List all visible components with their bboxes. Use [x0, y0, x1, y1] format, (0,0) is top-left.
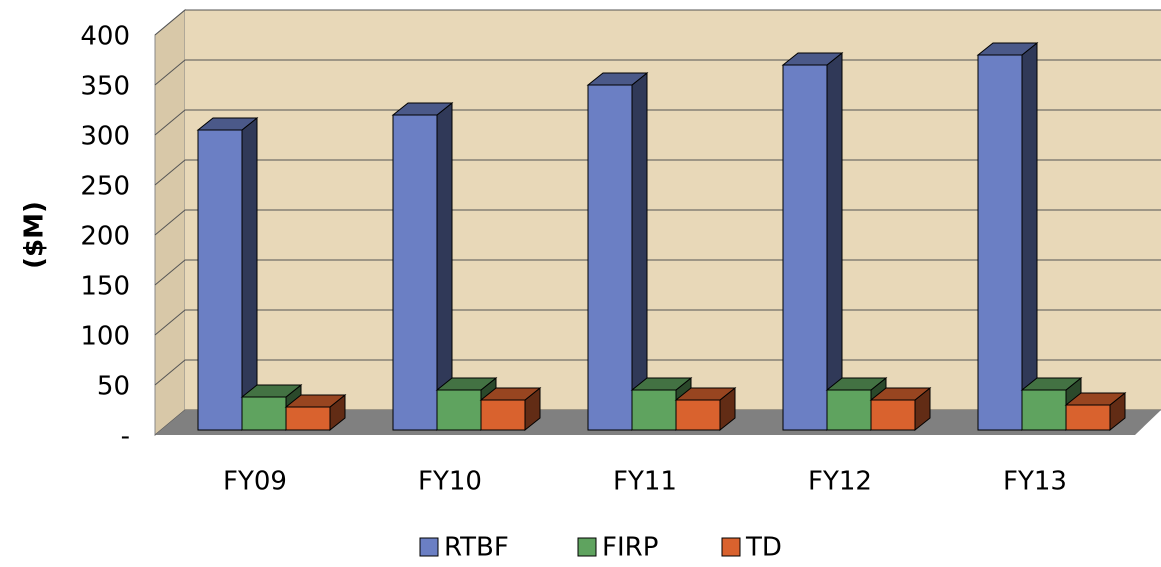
legend-swatch [577, 537, 597, 557]
bar [197, 129, 243, 431]
y-axis-label: ($M) [20, 201, 50, 269]
bar-side [631, 71, 648, 432]
bar [977, 54, 1023, 431]
x-tick-label: FY11 [613, 467, 677, 497]
bar [870, 399, 916, 431]
bar-side [241, 116, 258, 432]
y-tick-label: 200 [80, 222, 130, 252]
y-tick-label: 300 [80, 122, 130, 152]
y-tick-label: 400 [80, 22, 130, 52]
grid-line [154, 9, 1161, 36]
bar [392, 114, 438, 431]
bar-side [826, 51, 843, 432]
legend-label: FIRP [602, 533, 658, 563]
x-tick-label: FY13 [1003, 467, 1067, 497]
bars [196, 41, 1127, 432]
bar [675, 399, 721, 431]
bar [1021, 389, 1067, 431]
bar [631, 389, 677, 431]
bar [587, 84, 633, 431]
bar [436, 389, 482, 431]
bar [826, 389, 872, 431]
y-tick-label: 50 [97, 372, 130, 402]
legend-label: TD [745, 533, 782, 563]
legend: RTBF FIRP TD [419, 533, 782, 563]
bar [285, 406, 331, 431]
bar [241, 396, 287, 431]
bar [480, 399, 526, 431]
bar [782, 64, 828, 431]
legend-swatch [721, 537, 741, 557]
x-tick-label: FY12 [808, 467, 872, 497]
y-tick-label: 350 [80, 72, 130, 102]
y-tick-label: - [121, 422, 130, 452]
bar [1065, 404, 1111, 431]
x-tick-label: FY10 [418, 467, 482, 497]
legend-label: RTBF [444, 533, 509, 563]
bar-side [1021, 41, 1038, 432]
legend-swatch [419, 537, 439, 557]
y-tick-label: 150 [80, 272, 130, 302]
y-tick-label: 250 [80, 172, 130, 202]
x-tick-label: FY09 [223, 467, 287, 497]
y-tick-label: 100 [80, 322, 130, 352]
